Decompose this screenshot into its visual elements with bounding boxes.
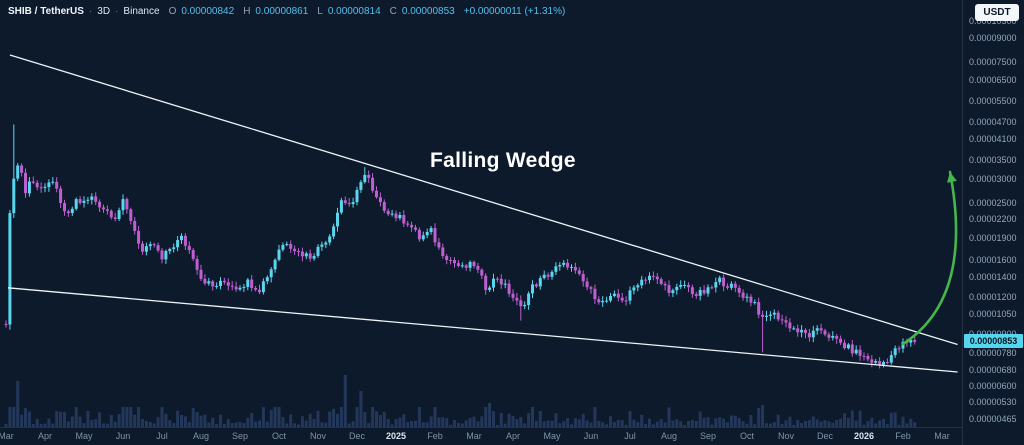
time-axis[interactable]: Mar Apr May Jun Jul Aug Sep Oct Nov Dec 2025 Feb Mar… [0,427,962,445]
high-key: H [243,6,251,17]
price-tick-label: 0.00001400 [969,272,1017,283]
breakout-arrow[interactable] [901,170,958,346]
month-axis-label: Jun [583,431,599,441]
month-axis-label: May [543,431,561,441]
current-price-label: 0.00000853 [964,334,1023,348]
wedge-trendlines [7,54,958,373]
month-axis-label: Mar [0,431,14,441]
price-tick-label: 0.00007500 [969,56,1017,67]
price-tick-label: 0.00001050 [969,309,1017,320]
month-axis-label: Sep [231,431,248,441]
close-value: 0.00000853 [401,6,455,17]
month-axis-label: Apr [37,431,52,441]
wedge-upper-trendline[interactable] [9,54,958,346]
price-tick-label: 0.00006500 [969,74,1017,85]
price-chart-canvas[interactable] [0,0,962,427]
month-axis-label: Aug [660,431,677,441]
month-axis-label: Feb [427,431,443,441]
price-axis[interactable]: 0.00000853 0.000103000.000090000.0000750… [962,0,1024,445]
exchange-label[interactable]: Binance [123,6,160,17]
month-axis-label: Feb [895,431,911,441]
year-axis-label: 2025 [385,431,407,441]
price-tick-label: 0.00003000 [969,174,1017,185]
close-key: C [389,6,397,17]
month-axis-label: Mar [934,431,950,441]
symbol-legend: SHIB / TetherUS · 3D · Binance O 0.00000… [8,6,565,17]
month-axis-label: Dec [816,431,833,441]
month-axis-label: May [75,431,93,441]
price-tick-label: 0.00001900 [969,233,1017,243]
month-axis-label: Mar [466,431,482,441]
month-axis-label: Apr [505,431,520,441]
high-value: 0.00000861 [255,6,309,17]
open-key: O [168,6,177,17]
price-tick-label: 0.00000530 [969,397,1017,408]
month-axis-label: Nov [309,431,326,441]
legend-separator: · [88,6,93,17]
wedge-lower-trendline[interactable] [7,287,958,373]
low-key: L [317,6,323,17]
month-axis-label: Jul [624,431,636,441]
month-axis-label: Jul [156,431,168,441]
month-axis-label: Dec [348,431,365,441]
price-tick-label: 0.00004100 [969,134,1017,145]
month-axis-label: Oct [271,431,286,441]
open-value: 0.00000842 [181,6,235,17]
breakout-arrow-curve[interactable] [901,170,958,346]
price-tick-label: 0.00002500 [969,197,1017,208]
price-tick-label: 0.00005500 [969,96,1017,107]
pattern-annotation-label: Falling Wedge [430,149,576,172]
month-axis-label: Jun [115,431,131,441]
candlestick-series [4,124,917,369]
arrow-head [947,172,957,183]
year-axis-label: 2026 [853,431,875,441]
symbol-name[interactable]: SHIB / TetherUS [8,6,84,17]
interval-label[interactable]: 3D [97,6,111,17]
low-value: 0.00000814 [327,6,381,17]
change-value: +0.00000011 (+1.31%) [463,6,566,17]
legend-separator: · [115,6,119,17]
price-tick-label: 0.00004700 [969,116,1017,127]
month-axis-label: Aug [192,431,209,441]
price-tick-label: 0.00000780 [969,347,1017,358]
price-tick-label: 0.00000600 [969,381,1017,392]
price-tick-label: 0.00000465 [969,414,1017,424]
price-tick-label: 0.00001600 [969,255,1017,266]
price-tick-label: 0.00003500 [969,154,1017,165]
currency-toggle-button[interactable]: USDT [975,4,1019,21]
price-tick-label: 0.00009000 [969,33,1017,44]
month-axis-label: Nov [777,431,794,441]
price-tick-label: 0.00000680 [969,365,1017,376]
price-tick-label: 0.00002200 [969,214,1017,225]
price-tick-label: 0.00001200 [969,292,1017,303]
volume-series [4,375,917,427]
month-axis-label: Sep [699,431,716,441]
month-axis-label: Oct [739,431,754,441]
